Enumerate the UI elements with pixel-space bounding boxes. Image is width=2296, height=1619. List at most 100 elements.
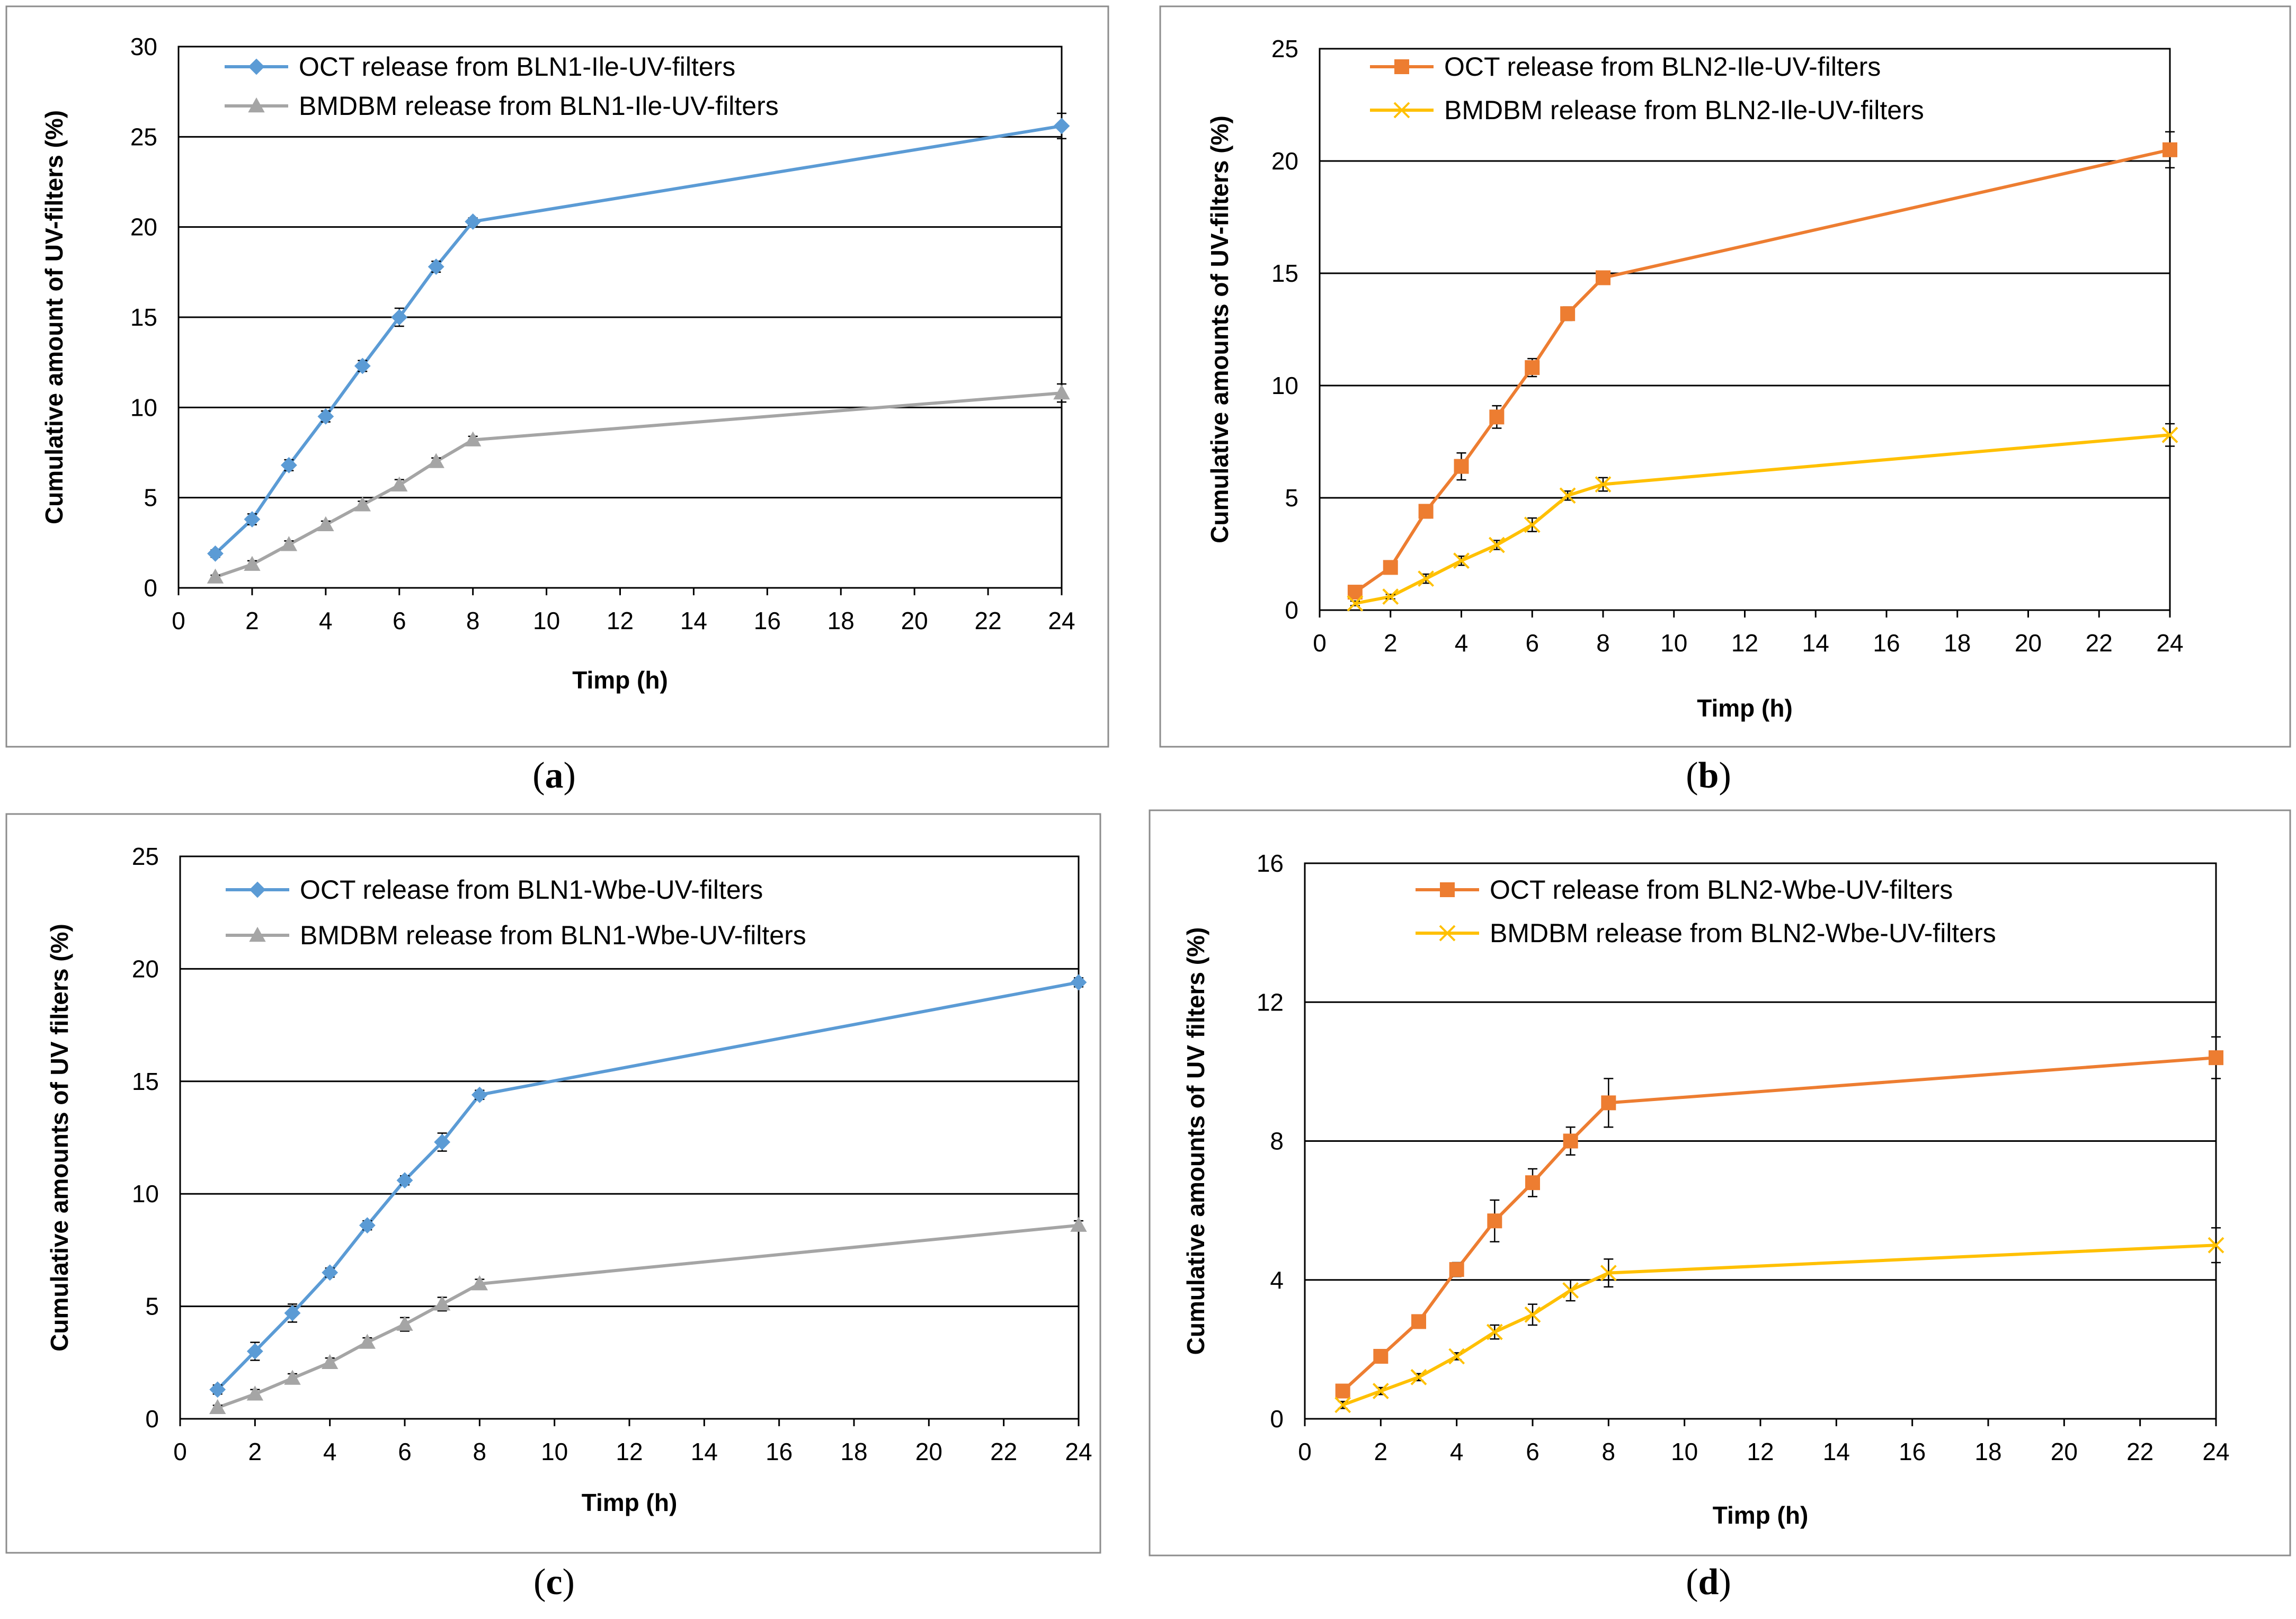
data-point [1347, 595, 1364, 612]
x-tick-label: 12 [1747, 1438, 1774, 1465]
caption-open: ( [533, 1562, 546, 1603]
series-1 [207, 383, 1070, 584]
legend-swatch-marker [1394, 59, 1409, 74]
x-tick-label: 6 [1526, 1438, 1539, 1465]
data-point [396, 1316, 413, 1331]
data-point [391, 476, 408, 492]
chart-frame [5, 5, 1109, 748]
x-tick-label: 16 [754, 607, 781, 634]
y-tick-label: 25 [1271, 35, 1298, 62]
y-tick-label: 4 [1270, 1266, 1284, 1294]
x-tick-label: 16 [1873, 629, 1900, 657]
x-tick-label: 12 [616, 1438, 643, 1465]
x-tick-label: 22 [2086, 629, 2113, 657]
legend-swatch-marker [1393, 102, 1410, 119]
data-point [1070, 1217, 1087, 1232]
x-tick-label: 20 [901, 607, 928, 634]
x-tick-label: 0 [1298, 1438, 1312, 1465]
x-axis-label: Timp (h) [1697, 694, 1793, 722]
series-1 [209, 1217, 1087, 1414]
y-tick-label: 0 [144, 574, 157, 602]
x-tick-label: 6 [393, 607, 406, 634]
legend-entry: OCT release from BLN2-Ile-UV-filters [1444, 52, 1881, 82]
data-point [207, 545, 224, 562]
data-point [354, 357, 371, 374]
data-point [2208, 1237, 2224, 1254]
data-point [1560, 306, 1576, 321]
caption-close: ) [563, 1562, 575, 1603]
x-tick-label: 22 [990, 1438, 1017, 1465]
caption-open: ( [1686, 755, 1698, 796]
y-tick-label: 20 [130, 213, 157, 241]
data-point [317, 516, 334, 531]
y-tick-label: 25 [132, 843, 159, 870]
legend-entry: OCT release from BLN1-Ile-UV-filters [299, 52, 735, 82]
data-point [359, 1217, 376, 1234]
data-point [1453, 552, 1470, 569]
data-point [428, 258, 444, 275]
x-tick-label: 24 [1048, 607, 1075, 634]
data-point [1053, 384, 1070, 400]
data-point [2209, 1050, 2223, 1066]
data-point [280, 457, 297, 473]
legend-swatch-marker [248, 97, 265, 113]
y-tick-label: 8 [1270, 1128, 1284, 1155]
data-point [1372, 1383, 1389, 1399]
x-tick-label: 24 [2202, 1438, 2229, 1465]
data-point [354, 496, 371, 512]
x-tick-label: 6 [1525, 629, 1539, 657]
x-tick-label: 4 [323, 1438, 337, 1465]
x-tick-label: 14 [1802, 629, 1829, 657]
x-tick-label: 8 [1602, 1438, 1616, 1465]
x-tick-label: 6 [398, 1438, 412, 1465]
caption-letter: a [545, 755, 564, 796]
series-1 [1334, 1227, 2224, 1414]
x-tick-label: 10 [1660, 629, 1687, 657]
caption-letter: c [546, 1562, 562, 1603]
x-tick-label: 14 [1823, 1438, 1850, 1465]
x-tick-label: 18 [1974, 1438, 2001, 1465]
x-tick-label: 20 [915, 1438, 942, 1465]
x-tick-label: 2 [1374, 1438, 1388, 1465]
y-tick-label: 5 [1285, 484, 1298, 512]
x-tick-label: 12 [607, 607, 634, 634]
data-point [471, 1275, 488, 1291]
data-point [1559, 487, 1576, 504]
legend-swatch-marker [1439, 925, 1456, 942]
caption-open: ( [532, 755, 545, 796]
series-0 [1347, 131, 2177, 600]
y-tick-label: 0 [1270, 1405, 1284, 1433]
data-point [471, 1086, 488, 1103]
chart-frame [1149, 809, 2291, 1557]
y-tick-label: 0 [1285, 596, 1298, 624]
y-tick-label: 10 [130, 393, 157, 421]
data-point [1486, 1323, 1503, 1340]
x-tick-label: 10 [533, 607, 560, 634]
data-point [207, 568, 224, 584]
data-point [1524, 516, 1541, 533]
y-tick-label: 20 [132, 955, 159, 982]
caption-close: ) [564, 755, 576, 796]
series-0 [209, 974, 1087, 1398]
x-tick-label: 18 [840, 1438, 867, 1465]
chart-frame [5, 813, 1101, 1554]
x-tick-label: 4 [1450, 1438, 1464, 1465]
legend-entry: OCT release from BLN2-Wbe-UV-filters [1490, 875, 1953, 905]
x-tick-label: 4 [319, 607, 333, 634]
data-point [464, 431, 482, 446]
data-point [280, 536, 298, 551]
chart-frame [1159, 5, 2291, 748]
legend-entry: BMDBM release from BLN1-Ile-UV-filters [299, 91, 779, 121]
panel-caption: (c) [533, 1562, 575, 1603]
data-point [246, 1385, 264, 1401]
caption-close: ) [1719, 1562, 1731, 1603]
data-point [1070, 974, 1087, 991]
x-tick-label: 4 [1455, 629, 1469, 657]
data-point [1383, 560, 1398, 575]
data-point [1454, 459, 1469, 474]
data-point [244, 556, 261, 571]
